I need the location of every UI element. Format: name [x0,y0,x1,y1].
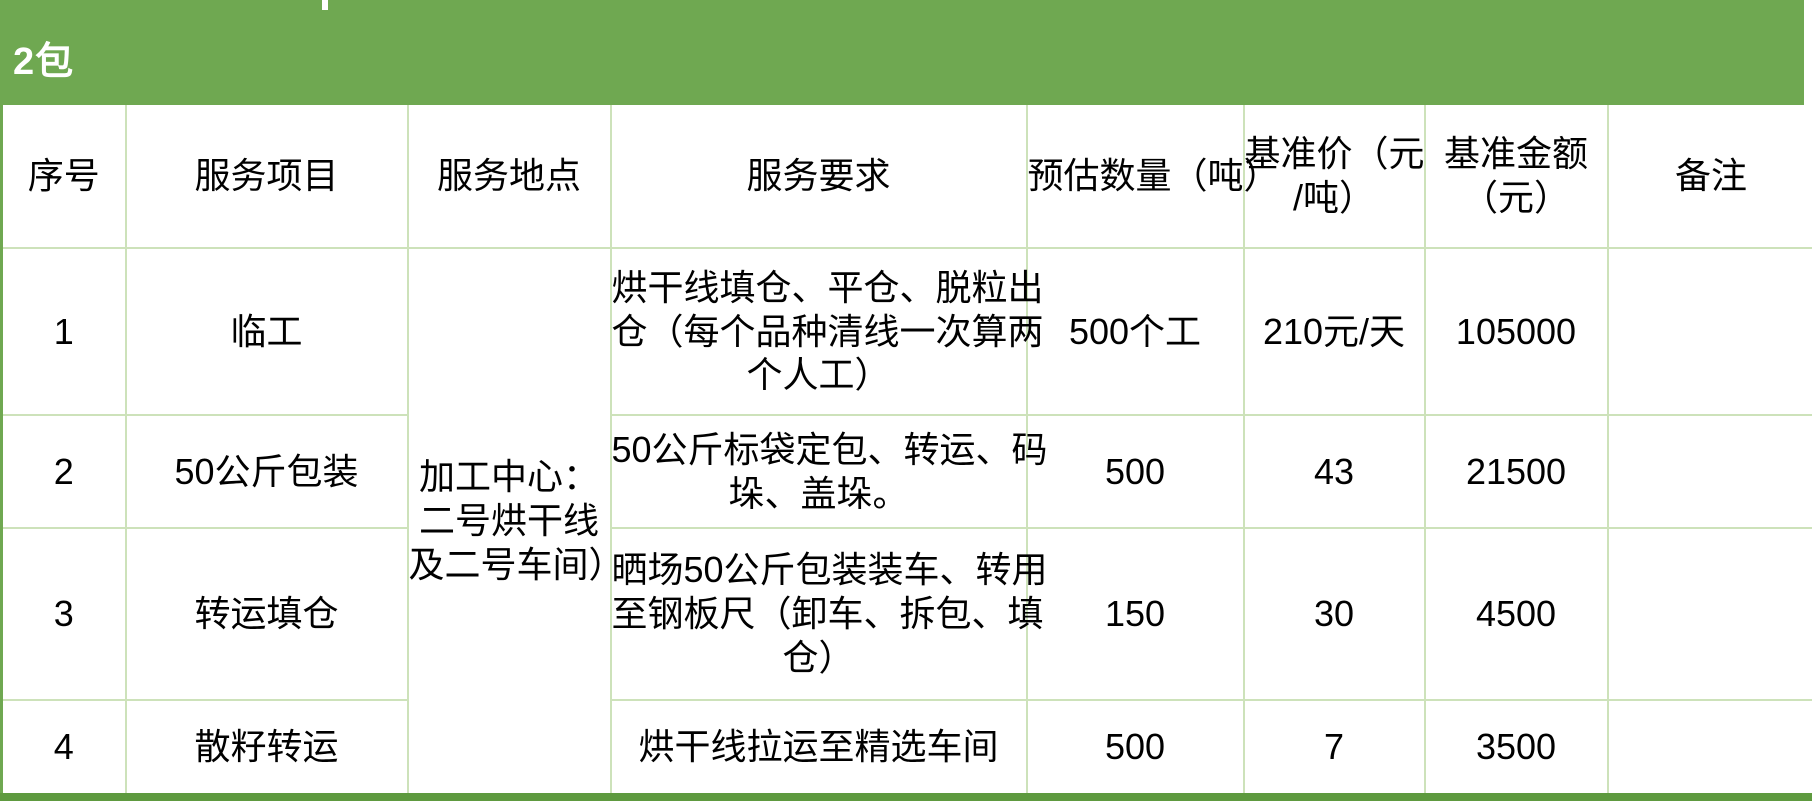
cell-no: 4 [0,699,127,798]
cell-service-location-merged: 加工中心： 二号烘干线 及二号车间） [406,247,625,798]
cell-service-requirement: 50公斤标袋定包、转运、码 垛、盖垛。 [609,414,1048,529]
header-service-item: 服务项目 [124,105,409,249]
cell-no: 3 [0,527,127,701]
cell-remark [1606,527,1812,701]
cell-base-amount: 4500 [1423,527,1609,701]
header-no: 序号 [0,105,127,249]
package-title: 2包 [13,41,75,83]
cell-service-requirement: 晒场50公斤包装装车、转用 至钢板尺（卸车、拆包、填 仓） [609,527,1048,701]
cell-service-item: 散籽转运 [124,699,409,798]
title-bar-notch [322,0,328,10]
cell-base-amount: 105000 [1423,247,1609,416]
table-row: 4 散籽转运 烘干线拉运至精选车间 500 7 3500 [0,699,1812,798]
header-remark: 备注 [1606,105,1812,249]
cell-estimated-qty: 500 [1025,699,1245,798]
table-header-row: 序号 服务项目 服务地点 服务要求 预估数量（吨） 基准价（元 /吨） 基准金额… [0,105,1812,249]
header-base-price: 基准价（元 /吨） [1242,105,1426,249]
cell-remark [1606,414,1812,529]
cell-service-item: 临工 [124,247,409,416]
header-estimated-qty: 预估数量（吨） [1025,105,1280,249]
header-service-location: 服务地点 [406,105,612,249]
table-row: 3 转运填仓 晒场50公斤包装装车、转用 至钢板尺（卸车、拆包、填 仓） 150… [0,527,1812,701]
cell-base-price: 30 [1242,527,1426,701]
table-row: 2 50公斤包装 50公斤标袋定包、转运、码 垛、盖垛。 500 43 2150… [0,414,1812,529]
cell-base-price: 7 [1242,699,1426,798]
header-service-requirement: 服务要求 [609,105,1028,249]
package-title-bar: 2包 [0,0,1804,105]
cell-estimated-qty: 500 [1025,414,1245,529]
cell-service-item: 50公斤包装 [124,414,409,529]
cell-base-price: 210元/天 [1242,247,1426,416]
cell-service-item: 转运填仓 [124,527,409,701]
cell-base-amount: 3500 [1423,699,1609,798]
cell-no: 1 [0,247,127,416]
cell-no: 2 [0,414,127,529]
cell-estimated-qty: 500个工 [1025,247,1245,416]
cell-base-price: 43 [1242,414,1426,529]
cell-remark [1606,699,1812,798]
cell-remark [1606,247,1812,416]
cell-service-requirement: 烘干线填仓、平仓、脱粒出 仓（每个品种清线一次算两 个人工） [609,247,1044,416]
header-base-amount: 基准金额 （元） [1423,105,1609,249]
service-pricing-table: 序号 服务项目 服务地点 服务要求 预估数量（吨） 基准价（元 /吨） 基准金额… [0,105,1812,801]
cell-service-requirement: 烘干线拉运至精选车间 [609,699,1028,798]
table-row: 1 临工 加工中心： 二号烘干线 及二号车间） 烘干线填仓、平仓、脱粒出 仓（每… [0,247,1812,798]
cell-estimated-qty: 150 [1025,527,1245,701]
cell-base-amount: 21500 [1423,414,1609,529]
